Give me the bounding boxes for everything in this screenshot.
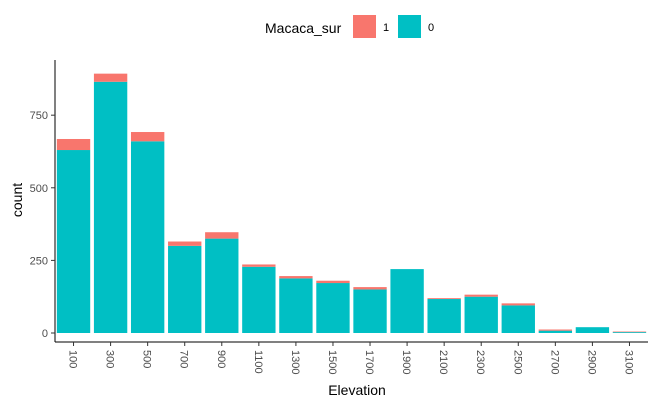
- bar-900-series-0: [205, 238, 239, 333]
- bar-1700-series-1: [353, 287, 387, 290]
- x-tick-label: 2700: [548, 350, 560, 374]
- x-tick-label: 2300: [474, 350, 486, 374]
- legend: Macaca_sur 1 0: [265, 15, 434, 38]
- axes: 0 250 500 750 100 300 500 700 900 1100 1300 1500 170…: [30, 60, 648, 374]
- bar-1300-series-1: [279, 276, 313, 279]
- bar-2900-series-0: [575, 327, 610, 333]
- y-tick-label: 750: [30, 110, 48, 122]
- bar-900-series-1: [205, 232, 239, 239]
- x-tick-label: 700: [178, 350, 190, 368]
- bar-1500-series-0: [316, 283, 350, 333]
- x-tick-label: 2100: [437, 350, 449, 374]
- bar-500-series-0: [130, 141, 165, 333]
- bar-2700-series-0: [538, 330, 573, 333]
- legend-key-1: [353, 15, 376, 38]
- bar-2500-series-0: [501, 305, 535, 333]
- x-tick-label: 900: [215, 350, 227, 368]
- x-tick-label: 100: [67, 350, 79, 368]
- x-tick-label: 1500: [326, 350, 338, 374]
- bar-2100-series-0: [427, 299, 461, 333]
- bar-2500-series-1: [501, 303, 535, 306]
- bar-1100-series-1: [242, 264, 276, 267]
- x-tick-label: 1100: [252, 350, 264, 374]
- bar-300-series-1: [93, 73, 128, 82]
- y-tick-label: 250: [30, 255, 48, 267]
- bars: [56, 73, 647, 333]
- x-axis-title: Elevation: [328, 382, 386, 398]
- x-tick-label: 1300: [289, 350, 301, 374]
- bar-100-series-0: [56, 150, 91, 333]
- y-tick-label: 0: [42, 328, 48, 340]
- bar-1700-series-0: [353, 289, 387, 333]
- bar-1100-series-0: [242, 266, 276, 333]
- bar-300-series-0: [93, 81, 128, 333]
- y-axis-title: count: [9, 183, 25, 217]
- bar-500-series-1: [130, 132, 165, 142]
- bar-1500-series-1: [316, 280, 350, 284]
- legend-title: Macaca_sur: [265, 20, 342, 36]
- x-tick-label: 2900: [585, 350, 597, 374]
- y-tick-label: 500: [30, 183, 48, 195]
- x-tick-label: 500: [141, 350, 153, 368]
- x-tick-label: 300: [104, 350, 116, 368]
- bar-1900-series-0: [390, 269, 424, 333]
- bar-2300-series-0: [464, 296, 498, 333]
- bar-3100-series-0: [612, 332, 647, 333]
- x-tick-label: 1700: [363, 350, 375, 374]
- bar-2700-series-1: [538, 329, 573, 331]
- legend-label-0: 0: [428, 22, 434, 34]
- x-tick-label: 2500: [511, 350, 523, 374]
- legend-key-0: [398, 15, 421, 38]
- bar-2300-series-1: [464, 294, 498, 297]
- x-tick-label: 1900: [400, 350, 412, 374]
- bar-3100-series-1: [612, 331, 647, 333]
- bar-700-series-0: [168, 245, 202, 333]
- bar-1300-series-0: [279, 278, 313, 333]
- bar-700-series-1: [168, 241, 202, 246]
- x-tick-label: 3100: [622, 350, 634, 374]
- bar-2100-series-1: [427, 298, 461, 300]
- legend-label-1: 1: [383, 22, 389, 34]
- bar-100-series-1: [56, 138, 91, 151]
